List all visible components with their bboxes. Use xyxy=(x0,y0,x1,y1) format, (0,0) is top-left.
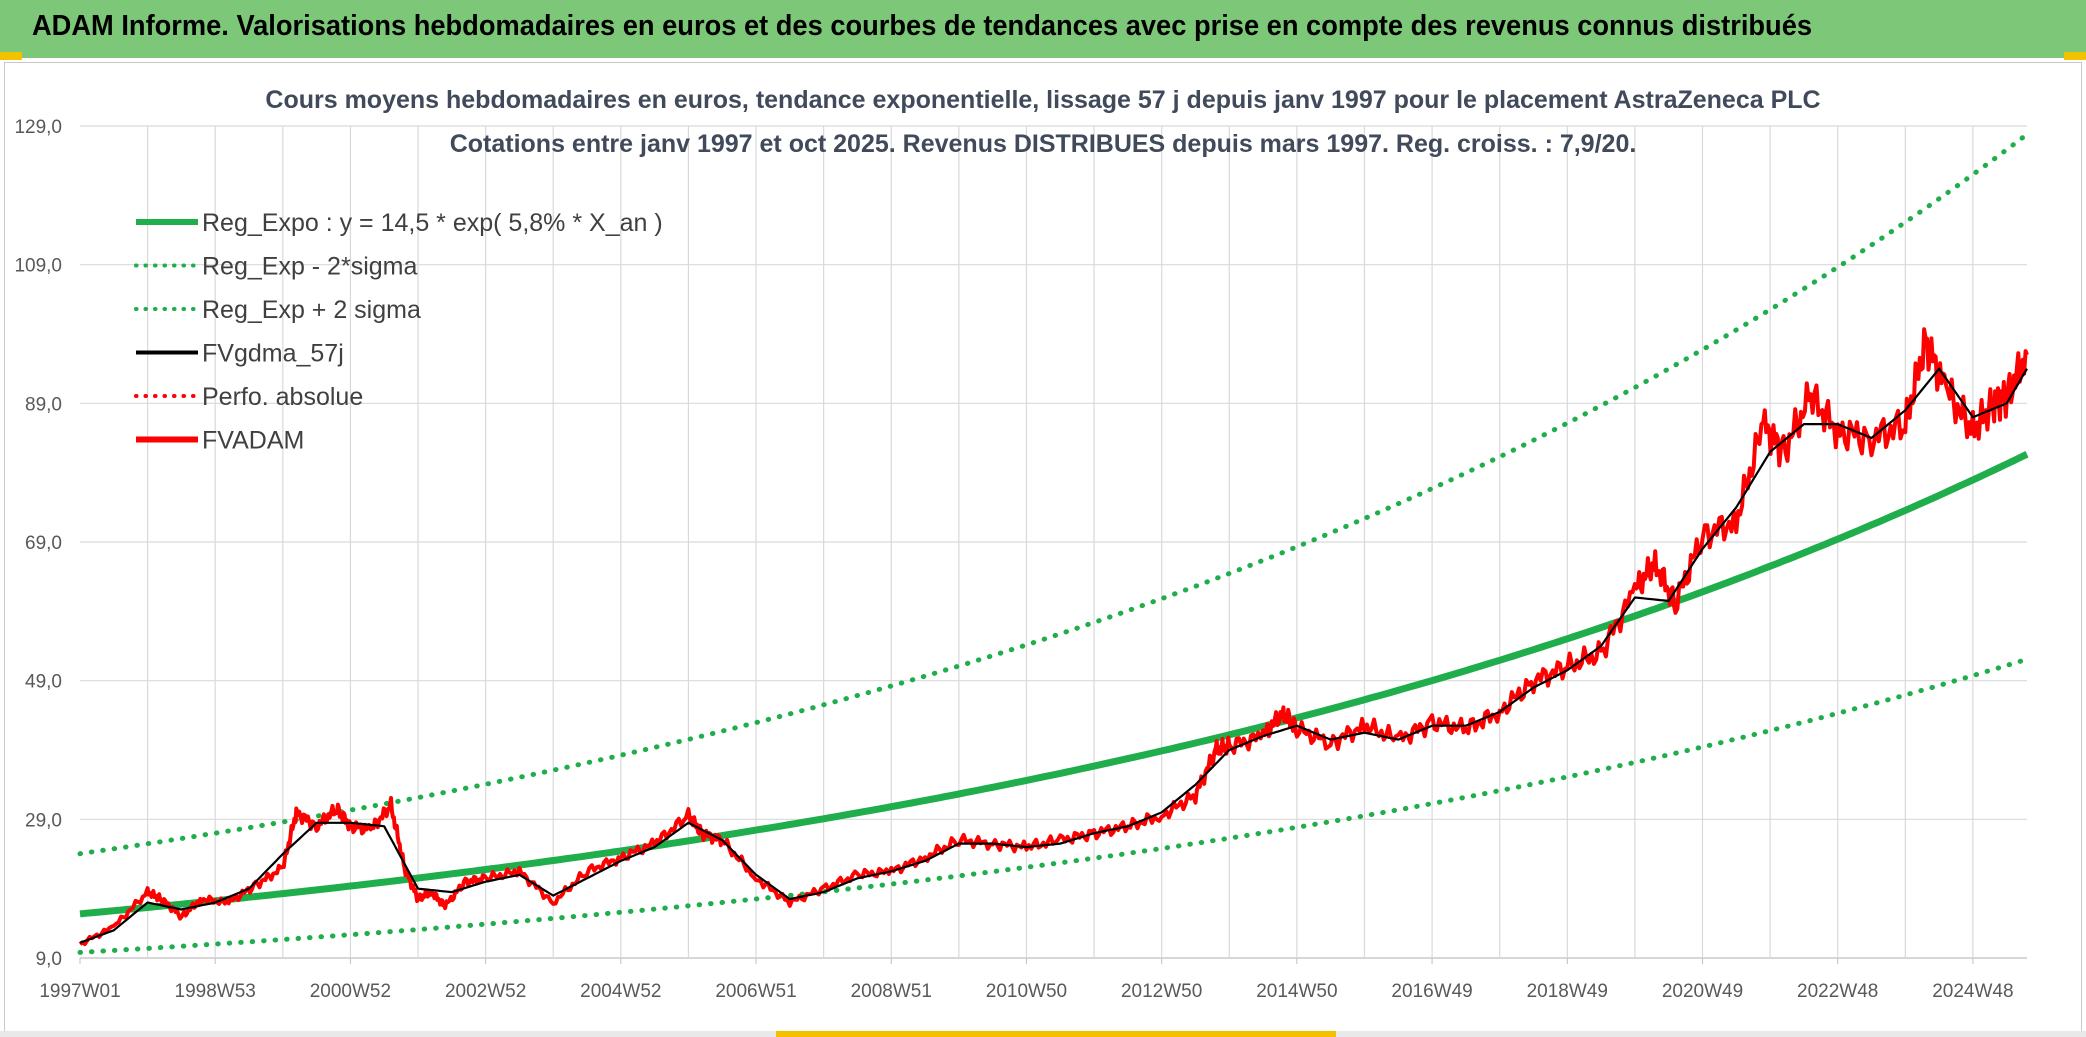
y-tick-label: 89,0 xyxy=(25,394,62,415)
series-fvadam-line xyxy=(78,327,2029,947)
x-tick-label: 2012W50 xyxy=(1121,981,1202,1002)
y-tick-label: 69,0 xyxy=(25,533,62,554)
right-corner-tab xyxy=(2064,52,2086,60)
x-tick-label: 2016W49 xyxy=(1391,981,1472,1002)
x-tick-label: 2000W52 xyxy=(310,981,391,1002)
report-title: ADAM Informe. Valorisations hebdomadaire… xyxy=(32,10,1813,42)
series-fvgdma-line xyxy=(79,367,2028,944)
x-tick-label: 2010W50 xyxy=(986,981,1067,1002)
x-tick-label: 2018W49 xyxy=(1527,981,1608,1002)
legend-label: FVgdma_57j xyxy=(202,340,344,368)
bottom-tab xyxy=(776,1031,1336,1037)
report-banner: ADAM Informe. Valorisations hebdomadaire… xyxy=(0,0,2086,58)
x-tick-label: 2004W52 xyxy=(580,981,661,1002)
x-tick-label: 1997W01 xyxy=(39,981,120,1002)
x-tick-label: 1998W53 xyxy=(175,981,256,1002)
legend-label: FVADAM xyxy=(202,427,304,455)
x-tick-label: 2024W48 xyxy=(1932,981,2013,1002)
y-tick-label: 49,0 xyxy=(25,672,62,693)
legend-label: Perfo. absolue xyxy=(202,383,363,411)
legend-label: Reg_Exp - 2*sigma xyxy=(202,253,417,281)
regression-curve xyxy=(79,451,2029,918)
regression-upper-band xyxy=(77,131,2030,857)
legend-label: Reg_Exp + 2 sigma xyxy=(202,296,421,324)
x-tick-label: 2006W51 xyxy=(715,981,796,1002)
y-tick-label: 29,0 xyxy=(25,810,62,831)
chart-title: Cours moyens hebdomadaires en euros, ten… xyxy=(265,86,1821,114)
x-tick-label: 2002W52 xyxy=(445,981,526,1002)
x-tick-label: 2022W48 xyxy=(1797,981,1878,1002)
x-tick-label: 2014W50 xyxy=(1256,981,1337,1002)
x-tick-label: 2020W49 xyxy=(1662,981,1743,1002)
x-tick-label: 2008W51 xyxy=(851,981,932,1002)
left-corner-tab xyxy=(0,52,22,60)
y-tick-label: 129,0 xyxy=(14,117,62,138)
chart-subtitle: Cotations entre janv 1997 et oct 2025. R… xyxy=(449,130,1637,158)
legend-label: Reg_Expo : y = 14,5 * exp( 5,8% * X_an ) xyxy=(202,209,663,237)
y-tick-label: 109,0 xyxy=(14,256,62,277)
y-tick-label: 9,0 xyxy=(36,949,62,970)
regression-lower-band xyxy=(77,656,2030,955)
